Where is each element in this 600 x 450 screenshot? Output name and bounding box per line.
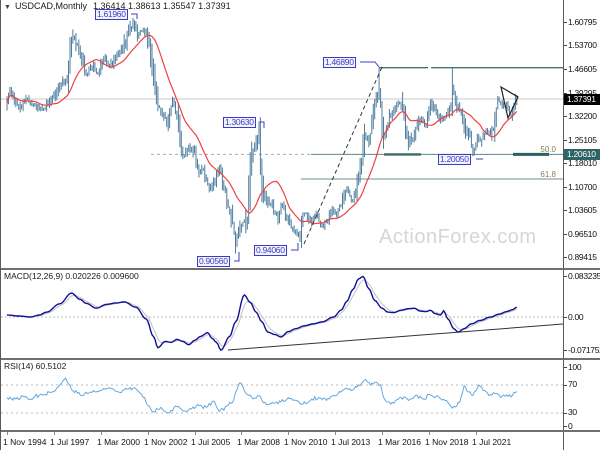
macd-chart-canvas[interactable] <box>1 270 563 358</box>
macd-tick-label: 0.083235 <box>568 271 600 281</box>
time-tick-mark <box>101 432 102 435</box>
price-label[interactable]: 1.61960 <box>95 9 128 20</box>
price-tick-label: 1.18010 <box>568 158 597 168</box>
price-bars <box>6 17 518 254</box>
time-axis[interactable]: 1 Nov 1994 1 Jul 1997 1 Mar 2000 1 Nov 2002… <box>1 430 600 450</box>
price-tick-mark <box>564 93 567 94</box>
rsi-tick-label: 70 <box>568 379 577 389</box>
time-tick-mark <box>429 432 430 435</box>
price-tick-label: 0.89415 <box>568 252 597 262</box>
macd-tick-mark <box>564 350 567 351</box>
label-connector <box>234 252 240 262</box>
price-label[interactable]: 1.46890 <box>323 57 356 68</box>
fib-level-label: 50.0 <box>540 145 556 154</box>
rsi-chart-canvas[interactable] <box>1 360 563 430</box>
time-tick-mark <box>476 432 477 435</box>
label-connector <box>260 121 265 128</box>
date-label: 1 Nov 2002 <box>144 437 188 447</box>
date-label: 1 Mar 2000 <box>97 437 140 447</box>
price-tick-label: 1.03605 <box>568 205 597 215</box>
price-tick-label: 1.32200 <box>568 111 597 121</box>
price-tick-mark <box>564 187 567 188</box>
current-price-badge: 1.37391 <box>564 94 600 105</box>
fib-level-label: 61.8 <box>540 170 556 179</box>
time-tick-mark <box>335 432 336 435</box>
moving-average-line <box>6 34 518 225</box>
price-tick-label: 0.96510 <box>568 229 597 239</box>
date-label: 1 Mar 2016 <box>378 437 421 447</box>
price-tick-label: 1.60795 <box>568 17 597 27</box>
price-tick-mark <box>564 116 567 117</box>
time-tick-mark <box>241 432 242 435</box>
rsi-tick-mark <box>564 385 567 386</box>
time-tick-mark <box>7 432 8 435</box>
date-label: 1 Jul 2005 <box>191 437 231 447</box>
price-label[interactable]: 1.30630 <box>223 117 256 128</box>
rsi-tick-label: 100 <box>568 362 582 372</box>
rsi-tick-mark <box>564 367 567 368</box>
price-label[interactable]: 0.94060 <box>254 245 287 256</box>
time-tick-mark <box>195 432 196 435</box>
trend-dashed <box>303 66 383 245</box>
price-tick-mark <box>564 45 567 46</box>
price-label[interactable]: 0.90560 <box>197 256 230 267</box>
macd-title: MACD(12,26,9) 0.020226 0.009600 <box>4 271 139 281</box>
triangle-pattern <box>500 85 519 120</box>
macd-signal-line <box>6 279 518 347</box>
date-label: 1 Nov 2018 <box>425 437 469 447</box>
macd-main-line <box>6 275 518 352</box>
time-tick-mark <box>54 432 55 435</box>
price-tick-mark <box>564 257 567 258</box>
rsi-tick-mark <box>564 426 567 427</box>
price-axis[interactable]: 1.60795 1.53700 1.46605 1.39295 1.32200 1.251… <box>563 0 600 268</box>
time-tick-mark <box>288 432 289 435</box>
price-tick-label: 1.46605 <box>568 64 597 74</box>
price-tick-label: 1.25105 <box>568 135 597 145</box>
date-label: 1 Jul 2013 <box>331 437 371 447</box>
date-label: 1 Mar 2008 <box>237 437 280 447</box>
date-label: 1 Nov 1994 <box>3 437 47 447</box>
rsi-tick-label: 0 <box>568 421 573 431</box>
price-label[interactable]: 1.20050 <box>438 154 471 165</box>
time-tick-mark <box>148 432 149 435</box>
price-chart-canvas[interactable] <box>1 0 563 268</box>
macd-axis[interactable]: 0.083235 0.00 -0.071752 <box>563 270 600 358</box>
price-tick-mark <box>564 234 567 235</box>
rsi-line <box>6 377 518 414</box>
price-tick-label: 1.53700 <box>568 40 597 50</box>
ohlc-values: 1.36414 1.38613 1.35547 1.37391 <box>92 1 231 11</box>
macd-pane[interactable]: MACD(12,26,9) 0.020226 0.009600 0.083235… <box>1 268 600 358</box>
rsi-tick-label: 30 <box>568 407 577 417</box>
price-tick-mark <box>564 140 567 141</box>
symbol-period-label: USDCAD,Monthly <box>14 1 87 11</box>
rsi-tick-mark <box>564 413 567 414</box>
rsi-axis[interactable]: 100 70 30 0 <box>563 360 600 431</box>
date-label: 1 Nov 2010 <box>284 437 328 447</box>
price-tick-mark <box>564 69 567 70</box>
label-connector <box>291 243 299 251</box>
rsi-pane[interactable]: RSI(14) 60.5102 100 70 30 0 <box>1 358 600 431</box>
macd-tick-mark <box>564 317 567 318</box>
level-price-badge: 1.20610 <box>564 149 600 160</box>
price-tick-mark <box>564 22 567 23</box>
label-connector <box>360 61 380 68</box>
time-tick-mark <box>382 432 383 435</box>
macd-trendline <box>227 323 563 351</box>
chart-title: ▼ USDCAD,Monthly 1.36414 1.38613 1.35547 1… <box>4 1 231 11</box>
watermark: ActionForex.com <box>379 226 537 248</box>
price-tick-mark <box>564 210 567 211</box>
macd-tick-label: 0.00 <box>568 312 584 322</box>
price-tick-label: 1.39295 <box>568 88 597 98</box>
date-label: 1 Jul 1997 <box>50 437 90 447</box>
macd-tick-mark <box>564 276 567 277</box>
macd-tick-label: -0.071752 <box>568 345 600 355</box>
date-label: 1 Jul 2021 <box>472 437 512 447</box>
price-tick-label: 1.10700 <box>568 182 597 192</box>
price-pane[interactable]: ▼ USDCAD,Monthly 1.36414 1.38613 1.35547 1… <box>1 0 600 268</box>
collapse-icon[interactable]: ▼ <box>4 4 11 11</box>
rsi-title: RSI(14) 60.5102 <box>4 361 67 371</box>
label-connector <box>131 13 138 19</box>
price-tick-mark <box>564 163 567 164</box>
